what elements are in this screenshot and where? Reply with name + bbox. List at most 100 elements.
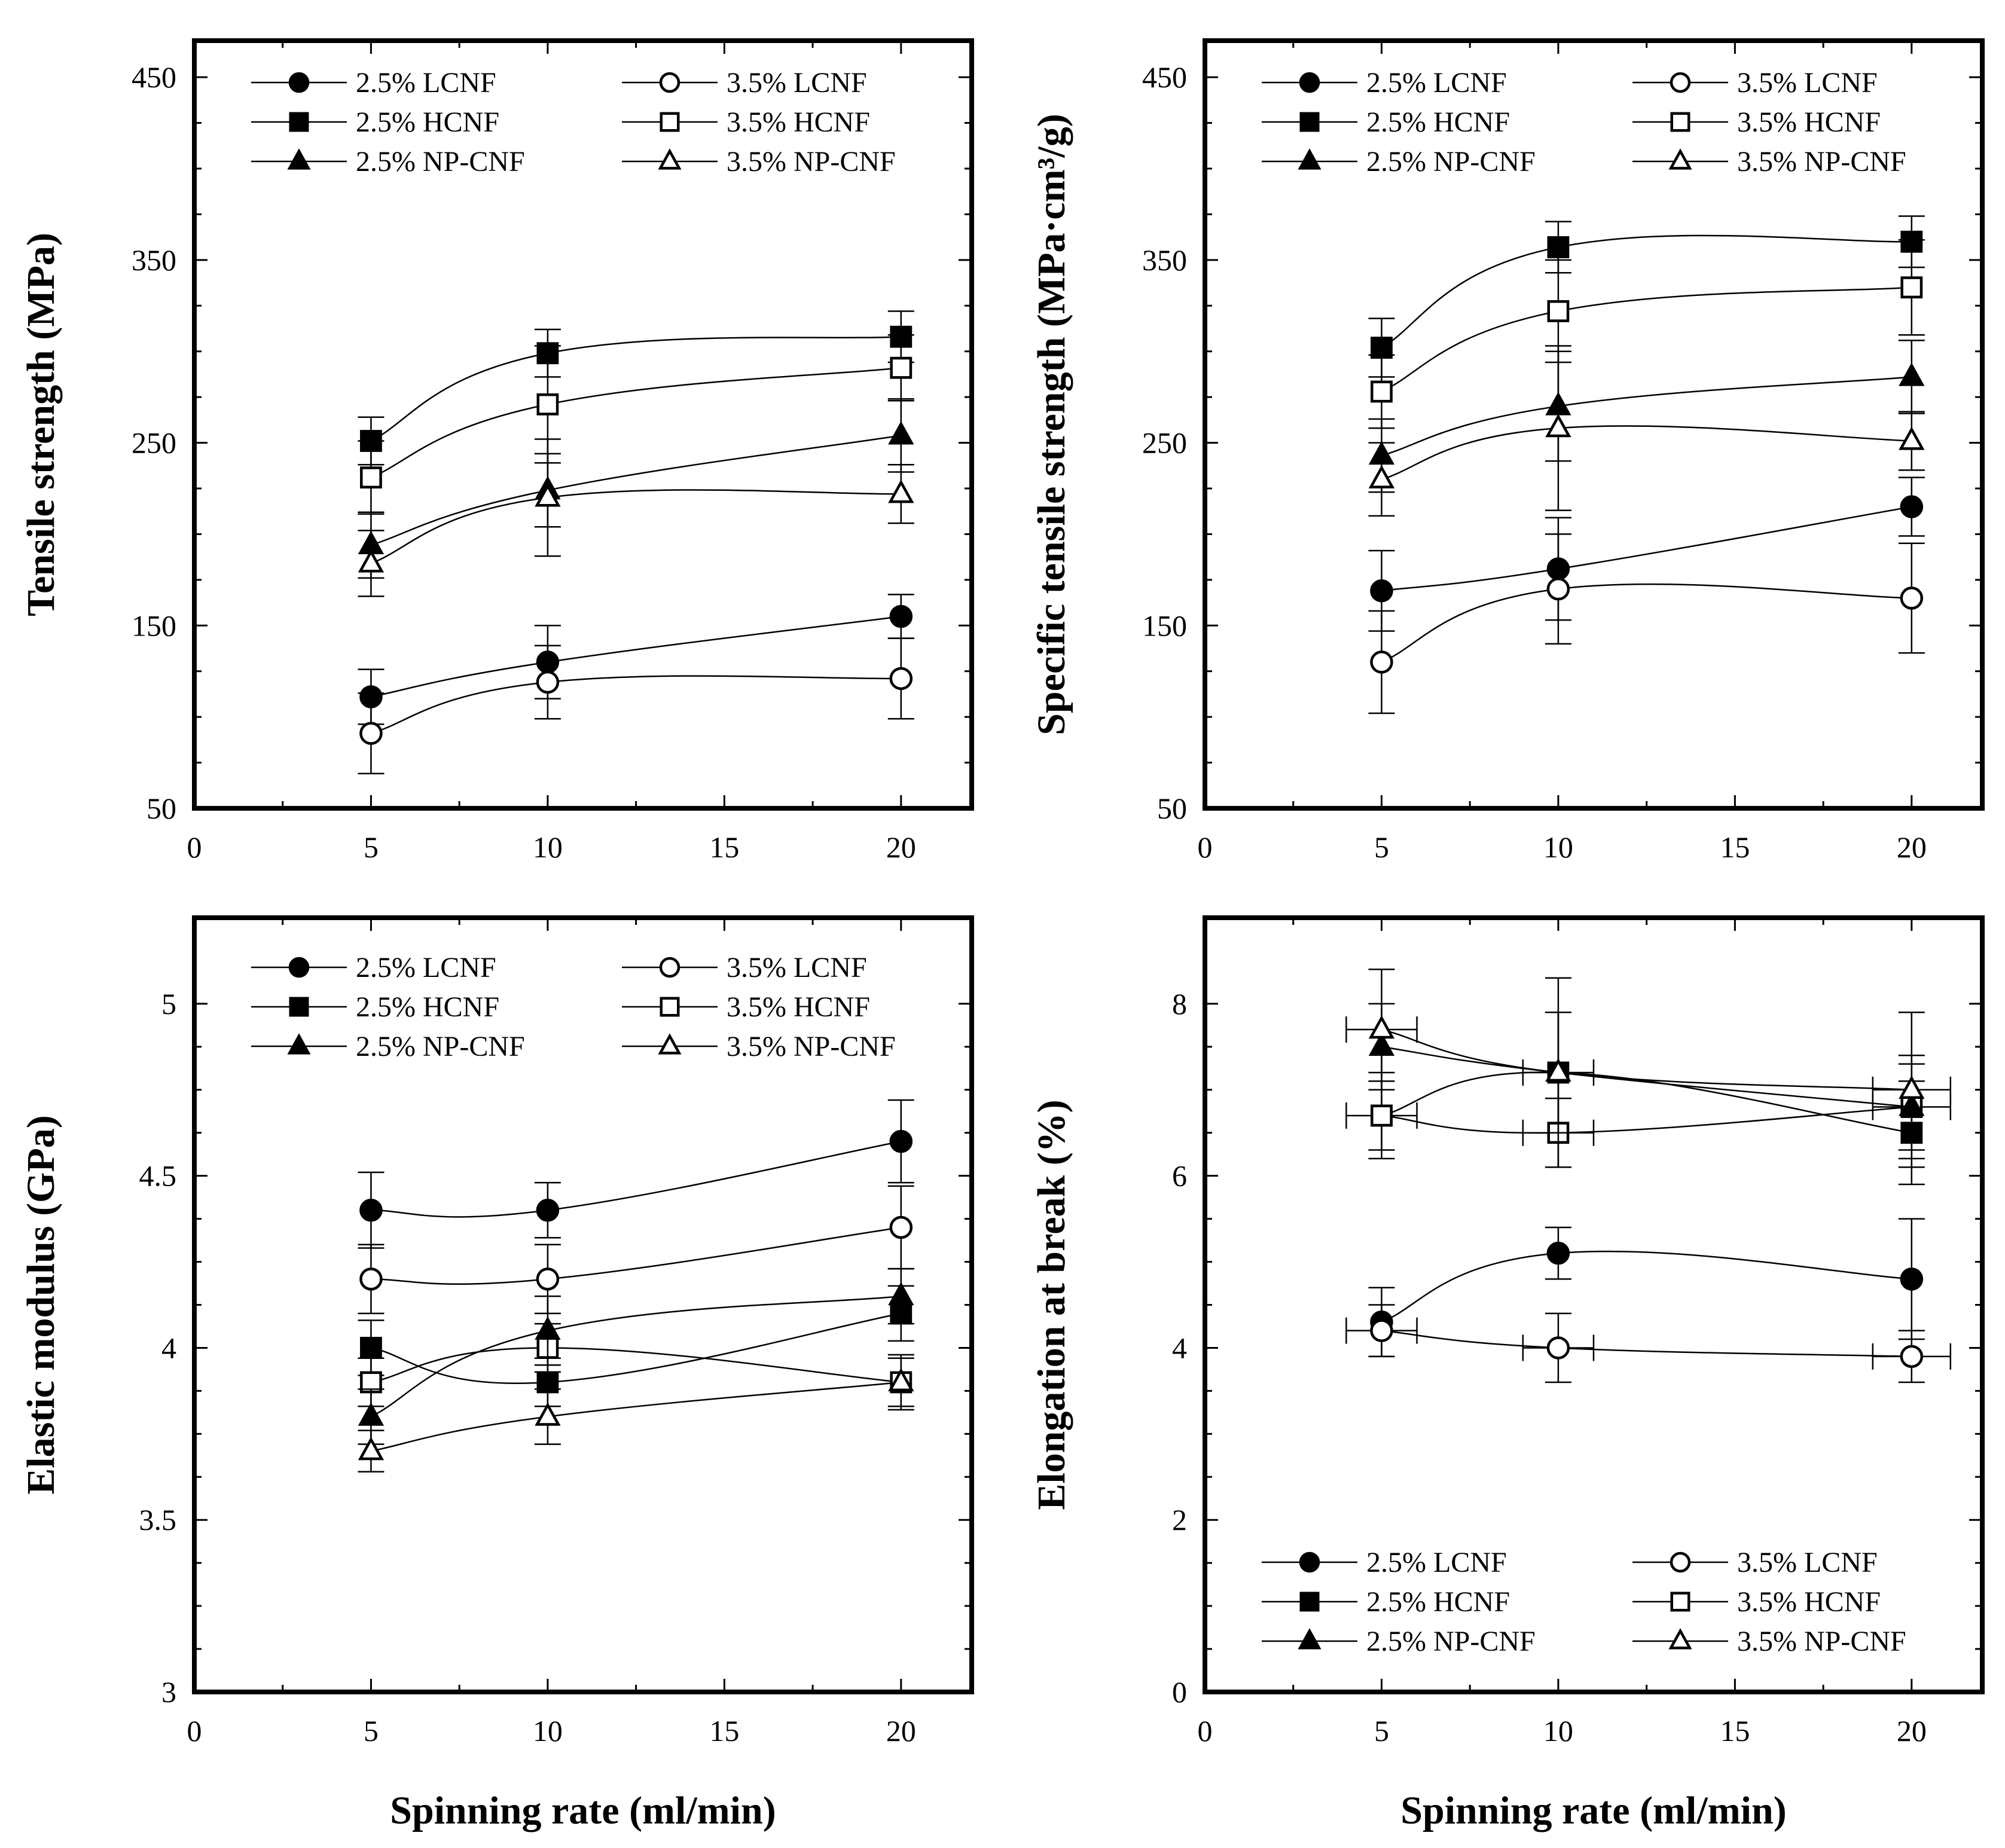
- data-point: [1899, 362, 1925, 386]
- legend-label: 3.5% NP-CNF: [1737, 146, 1906, 178]
- x-tick-label: 0: [187, 1714, 202, 1748]
- legend-label: 2.5% LCNF: [1366, 1547, 1507, 1578]
- y-tick-label: 350: [132, 243, 176, 277]
- data-point: [890, 356, 913, 379]
- y-tick-label: 50: [147, 792, 176, 825]
- legend-marker: [287, 148, 311, 170]
- legend-item: 3.5% HCNF: [1632, 106, 1881, 138]
- data-point: [1368, 465, 1395, 488]
- series-2-5-hcnf: [1368, 1012, 1925, 1186]
- legend-label: 2.5% NP-CNF: [1366, 1626, 1536, 1657]
- x-tick-label: 15: [709, 1714, 739, 1748]
- legend-label: 2.5% NP-CNF: [1366, 146, 1536, 178]
- series-3-5-lcnf: [358, 1185, 914, 1315]
- series-2-5-np-cnf: [1368, 1003, 1925, 1160]
- series-3-5-lcnf: [1368, 533, 1925, 714]
- y-tick-label: 3.5: [139, 1503, 177, 1537]
- legend-item: 3.5% NP-CNF: [1632, 1626, 1906, 1657]
- x-tick-label: 15: [709, 830, 739, 864]
- legend-item: 2.5% NP-CNF: [251, 146, 525, 178]
- legend-marker: [1298, 148, 1322, 170]
- x-tick-label: 20: [886, 830, 916, 864]
- legend-marker: [288, 72, 310, 93]
- plot-frame: [1203, 38, 1985, 811]
- data-point: [888, 1367, 914, 1392]
- series-line: [371, 675, 901, 734]
- series-line: [1381, 1028, 1912, 1091]
- legend-marker: [1668, 1628, 1692, 1650]
- legend-item: 3.5% HCNF: [622, 106, 870, 138]
- data-point: [360, 466, 382, 489]
- series-2-5-lcnf: [1368, 1218, 1925, 1358]
- data-point: [1545, 1058, 1571, 1082]
- legend-marker: [659, 957, 680, 978]
- data-point: [358, 1437, 384, 1461]
- y-tick-label: 0: [1172, 1675, 1187, 1709]
- legend-item: 3.5% LCNF: [1632, 67, 1878, 99]
- x-tick-label: 10: [1543, 1714, 1573, 1748]
- y-tick-label: 2: [1172, 1503, 1187, 1537]
- series-3-5-np-cnf: [1368, 345, 1925, 517]
- series-3-5-hcnf: [1368, 239, 1925, 429]
- legend-label: 2.5% HCNF: [1366, 106, 1510, 138]
- data-point: [889, 1129, 913, 1153]
- legend-label: 3.5% LCNF: [727, 67, 867, 99]
- data-point: [535, 1316, 561, 1340]
- legend-label: 3.5% LCNF: [1737, 67, 1878, 99]
- legend-item: 2.5% LCNF: [1262, 67, 1507, 99]
- legend-label: 3.5% LCNF: [727, 952, 867, 983]
- legend-label: 3.5% HCNF: [727, 991, 870, 1023]
- y-axis-title: Tensile strength (MPa): [19, 233, 63, 616]
- y-tick-label: 450: [132, 60, 176, 94]
- x-tick-label: 20: [1897, 1714, 1927, 1748]
- legend-label: 2.5% HCNF: [1366, 1586, 1510, 1618]
- data-point: [1899, 1075, 1925, 1099]
- data-point: [1900, 1345, 1924, 1369]
- legend: 2.5% LCNF 3.5% LCNF 2.5% HCNF 3.5% HCNF 2.5%…: [251, 67, 896, 178]
- legend-item: 2.5% HCNF: [251, 991, 499, 1023]
- y-tick-label: 150: [132, 609, 176, 642]
- y-tick-label: 4: [1172, 1331, 1187, 1364]
- data-point: [359, 1267, 383, 1291]
- series-2-5-np-cnf: [1368, 340, 1925, 493]
- series-line: [1381, 583, 1912, 663]
- x-tick-label: 5: [364, 830, 379, 864]
- legend-item: 3.5% LCNF: [1632, 1547, 1878, 1578]
- x-tick-label: 20: [886, 1714, 916, 1748]
- y-axis-title: Specific tensile strength (MPa·cm³/g): [1030, 114, 1073, 735]
- chart-modulus: 0 5 10 15 20 3 3.5 4 4.5 5 Elastic modulus (GPa) 2.…: [19, 915, 974, 1748]
- data-point: [358, 549, 384, 573]
- y-axis-title: Elastic modulus (GPa): [19, 1115, 63, 1494]
- x-tick-label: 15: [1720, 1714, 1750, 1748]
- series-2-5-np-cnf: [358, 1267, 914, 1445]
- legend-marker: [1668, 148, 1692, 170]
- x-tick-label: 5: [364, 1714, 379, 1748]
- legend-marker: [658, 148, 682, 170]
- legend-marker: [289, 997, 309, 1017]
- series-3-5-lcnf: [1345, 1304, 1952, 1383]
- data-point: [1368, 1015, 1395, 1039]
- legend-label: 3.5% NP-CNF: [1737, 1626, 1906, 1657]
- legend-label: 3.5% NP-CNF: [727, 146, 896, 178]
- data-point: [1900, 276, 1923, 299]
- series-line: [1381, 376, 1912, 457]
- series-3-5-np-cnf: [1345, 969, 1952, 1168]
- legend-label: 2.5% LCNF: [356, 67, 496, 99]
- series-line: [371, 1312, 902, 1385]
- series-3-5-np-cnf: [358, 438, 914, 597]
- legend-item: 3.5% LCNF: [622, 67, 867, 99]
- legend-item: 3.5% HCNF: [1632, 1586, 1881, 1618]
- data-point: [1370, 1319, 1393, 1342]
- series-line: [1381, 286, 1912, 393]
- series-3-5-np-cnf: [358, 1357, 914, 1473]
- x-tick-label: 10: [1543, 830, 1573, 864]
- data-point: [536, 1198, 560, 1222]
- y-tick-label: 350: [1142, 243, 1187, 277]
- data-point: [1546, 577, 1570, 601]
- legend: 2.5% LCNF 3.5% LCNF 2.5% HCNF 3.5% HCNF 2.5%…: [1262, 1547, 1906, 1657]
- data-point: [888, 479, 914, 503]
- series-line: [370, 366, 901, 478]
- data-point: [1547, 236, 1570, 258]
- legend-marker: [1670, 72, 1691, 93]
- y-tick-label: 150: [1142, 609, 1187, 642]
